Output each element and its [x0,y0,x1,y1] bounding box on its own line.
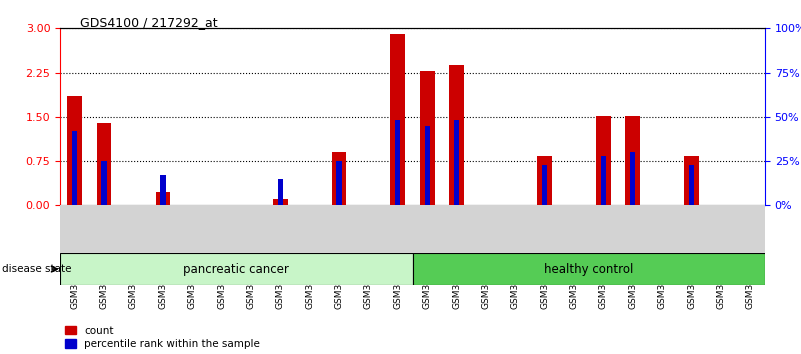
Bar [273,199,288,205]
Bar [67,96,82,205]
Bar [332,152,346,205]
Bar [390,34,405,205]
Bar [155,192,170,205]
Text: healthy control: healthy control [544,263,634,275]
Bar [449,65,464,205]
Bar [596,116,610,205]
Bar [336,161,342,205]
Bar [72,131,78,205]
FancyBboxPatch shape [60,253,413,285]
Bar [160,175,166,205]
Text: disease state: disease state [2,264,71,274]
Bar [395,120,400,205]
Bar [689,165,694,205]
Bar [542,165,547,205]
Bar [630,152,635,205]
Bar [278,179,283,205]
Bar [537,156,552,205]
Legend: count, percentile rank within the sample: count, percentile rank within the sample [66,326,260,349]
Bar [425,126,430,205]
FancyBboxPatch shape [413,253,765,285]
Text: GDS4100 / 217292_at: GDS4100 / 217292_at [80,16,218,29]
Bar [601,156,606,205]
Text: pancreatic cancer: pancreatic cancer [183,263,289,275]
Bar [454,120,459,205]
Bar [420,72,434,205]
Bar [684,156,698,205]
Bar [102,161,107,205]
Bar [97,123,111,205]
Bar [626,116,640,205]
